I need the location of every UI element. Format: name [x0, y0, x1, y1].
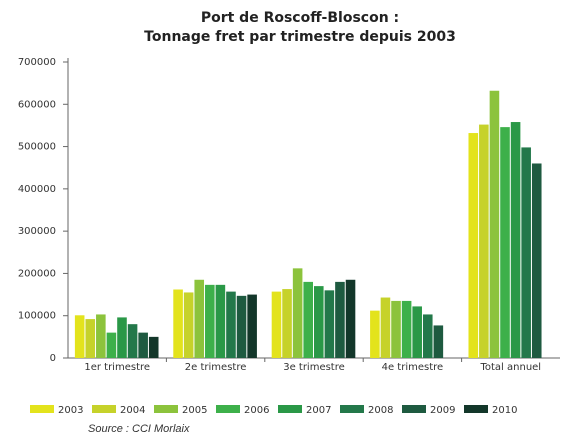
bar	[335, 281, 345, 358]
bar	[194, 279, 205, 358]
bar	[324, 290, 335, 358]
bar	[521, 147, 531, 358]
x-tick-label: 2e trimestre	[185, 362, 247, 373]
bar	[138, 332, 148, 358]
bar	[468, 133, 479, 358]
bar	[85, 319, 96, 358]
bar	[205, 284, 215, 358]
legend-swatch	[464, 405, 488, 413]
legend-label: 2009	[430, 405, 455, 416]
bar	[292, 268, 303, 358]
bar	[236, 295, 247, 358]
bar	[412, 306, 422, 358]
legend-swatch	[154, 405, 178, 413]
bar	[370, 310, 380, 358]
bar	[345, 279, 356, 358]
bar	[173, 289, 183, 358]
bar	[148, 336, 159, 358]
bar	[314, 286, 324, 358]
x-tick-label: Total annuel	[479, 362, 541, 373]
bar	[303, 281, 313, 358]
legend-label: 2004	[120, 405, 145, 416]
bar	[422, 314, 433, 358]
bar	[380, 297, 391, 358]
bar	[433, 325, 444, 358]
chart-title: Port de Roscoff-Bloscon :	[201, 10, 399, 26]
legend-label: 2006	[244, 405, 269, 416]
legend-label: 2010	[492, 405, 517, 416]
bar	[500, 127, 510, 359]
bar	[117, 317, 127, 358]
bar	[510, 122, 521, 358]
y-tick-label: 100000	[18, 311, 56, 322]
legend-label: 2005	[182, 405, 207, 416]
chart-subtitle: Tonnage fret par trimestre depuis 2003	[144, 29, 456, 45]
y-tick-label: 500000	[18, 142, 56, 153]
legend-swatch	[216, 405, 240, 413]
y-tick-label: 200000	[18, 268, 56, 279]
x-tick-label: 1er trimestre	[84, 362, 150, 373]
legend-swatch	[278, 405, 302, 413]
y-tick-label: 400000	[18, 184, 56, 195]
y-tick-label: 600000	[18, 99, 56, 110]
y-tick-label: 300000	[18, 226, 56, 237]
legend-swatch	[402, 405, 426, 413]
bar	[226, 291, 236, 358]
legend-label: 2003	[58, 405, 83, 416]
bar	[96, 314, 106, 358]
bar	[489, 90, 500, 359]
legend-swatch	[340, 405, 364, 413]
legend-label: 2008	[368, 405, 393, 416]
bar	[479, 124, 489, 358]
legend-label: 2007	[306, 405, 331, 416]
legend-swatch	[30, 405, 54, 413]
bar	[215, 284, 226, 358]
bar	[531, 163, 542, 358]
bar	[282, 289, 292, 358]
y-tick-label: 700000	[18, 57, 56, 68]
y-tick-label: 0	[50, 353, 56, 364]
bar	[247, 294, 257, 358]
source: Source : CCI Morlaix	[88, 423, 190, 435]
bar	[391, 300, 401, 358]
bar	[401, 300, 412, 358]
x-tick-label: 4e trimestre	[382, 362, 444, 373]
bar	[127, 324, 138, 358]
legend-swatch	[92, 405, 116, 413]
bar	[74, 315, 85, 358]
bar	[183, 292, 194, 358]
bar	[271, 291, 282, 358]
bar	[106, 332, 117, 358]
x-tick-label: 3e trimestre	[283, 362, 345, 373]
